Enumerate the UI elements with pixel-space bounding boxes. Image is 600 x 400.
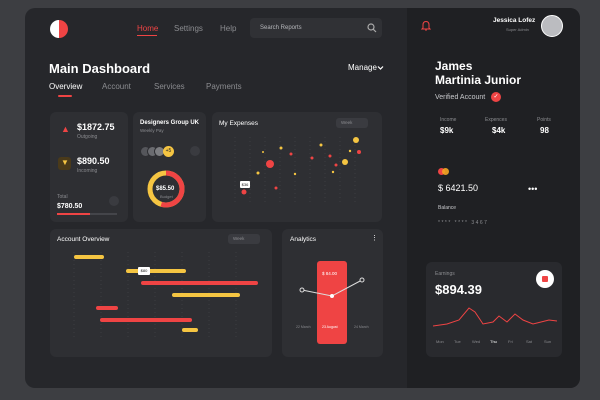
analytics-more-icon[interactable]: ⋮ (371, 235, 378, 242)
card-brand-icon (438, 168, 445, 175)
account-gantt-chart (73, 252, 258, 338)
page-title: Main Dashboard (49, 61, 151, 76)
stat-income-value: $9k (440, 126, 454, 135)
card-number: **** **** 3467 (438, 220, 489, 226)
group-more-button[interactable] (190, 146, 200, 156)
profile-last-name: Martinia Junior (435, 73, 522, 87)
nav-help[interactable]: Help (220, 24, 237, 33)
profile-first-name: James (435, 59, 473, 73)
analytics-highlight-bar (317, 261, 347, 344)
avatar[interactable] (541, 15, 563, 37)
expenses-tooltip: $36 (240, 181, 250, 188)
stat-points-value: 98 (540, 126, 549, 135)
search-input[interactable] (250, 18, 382, 38)
total-label: Total (57, 194, 68, 200)
earnings-label: Earnings (435, 271, 455, 277)
total-progress (57, 213, 117, 215)
day-label: Fri (508, 339, 513, 344)
analytics-line (299, 277, 365, 298)
card-more-icon[interactable]: ••• (528, 184, 538, 194)
account-tooltip: $80 (138, 267, 150, 275)
bell-icon[interactable] (421, 20, 431, 31)
donut-value: $85.50 (156, 186, 175, 192)
stat-expences-value: $4k (492, 126, 506, 135)
balance-value: $ 6421.50 (438, 183, 479, 193)
day-label: Mon (436, 339, 444, 344)
analytics-title: Analytics (290, 236, 317, 243)
analytics-label-1: 22 March (296, 325, 311, 329)
nav-home-underline (137, 35, 157, 36)
user-name: Jessica Lofez (493, 17, 536, 24)
expenses-title: My Expenses (219, 120, 259, 127)
group-title: Designers Group UK (140, 120, 200, 126)
day-label-active: Thu (490, 339, 497, 344)
user-role: Super Admin (506, 27, 529, 32)
budget-donut (147, 170, 185, 208)
stat-points-label: Points (537, 117, 551, 123)
card-brand-icon (442, 168, 449, 175)
verified-label: Verified Account (435, 94, 486, 101)
nav-settings[interactable]: Settings (174, 24, 203, 33)
expenses-filter-label: Week (341, 120, 353, 125)
app-logo[interactable] (50, 20, 68, 38)
tab-services[interactable]: Services (154, 82, 185, 91)
stat-income-label: Income (440, 117, 457, 123)
day-label: Sun (544, 339, 552, 344)
arrow-up-icon: ▲ (61, 124, 70, 134)
verified-icon: ✓ (491, 92, 501, 102)
outgoing-amount: $1872.75 (77, 122, 115, 132)
expenses-card (212, 112, 382, 222)
expenses-scatter (234, 137, 361, 204)
account-overview-filter-label: Week (233, 236, 245, 241)
search-placeholder: Search Reports (260, 25, 302, 31)
search-icon[interactable] (367, 23, 377, 33)
expenses-filter[interactable] (336, 118, 368, 128)
tab-account[interactable]: Account (102, 82, 131, 91)
account-overview-title: Account Overview (57, 236, 110, 243)
earnings-line-chart (433, 307, 557, 327)
incoming-amount: $890.50 (77, 156, 110, 166)
incoming-label: Incoming (77, 168, 98, 174)
day-label: Sat (526, 339, 533, 344)
arrow-down-icon: ▼ (61, 158, 69, 167)
donut-label: Budget (160, 194, 173, 199)
earnings-action-icon (542, 276, 548, 282)
summary-more-button[interactable] (109, 196, 119, 206)
day-label: Wed (472, 339, 481, 344)
analytics-bar-value: $ 84.00 (322, 271, 338, 276)
nav-home[interactable]: Home (137, 24, 159, 33)
analytics-label-3: 24 March (354, 325, 369, 329)
member-count-badge: +5 (163, 146, 174, 157)
group-subtitle: Weekly Pay (140, 128, 164, 133)
incoming-icon-bg (58, 157, 71, 170)
tab-payments[interactable]: Payments (206, 82, 242, 91)
chevron-down-icon[interactable] (377, 65, 384, 71)
earnings-value: $894.39 (435, 282, 482, 297)
outgoing-label: Outgoing (77, 134, 98, 140)
account-overview-filter[interactable] (228, 234, 260, 244)
total-amount: $780.50 (57, 203, 83, 210)
manage-dropdown[interactable]: Manage (348, 63, 377, 72)
tab-overview-underline (58, 95, 72, 97)
stat-expences-label: Expences (485, 117, 507, 123)
day-label: Tue (454, 339, 461, 344)
balance-label: Balance (438, 205, 457, 211)
analytics-label-2: 23 August (322, 325, 338, 329)
tab-overview[interactable]: Overview (49, 82, 83, 91)
